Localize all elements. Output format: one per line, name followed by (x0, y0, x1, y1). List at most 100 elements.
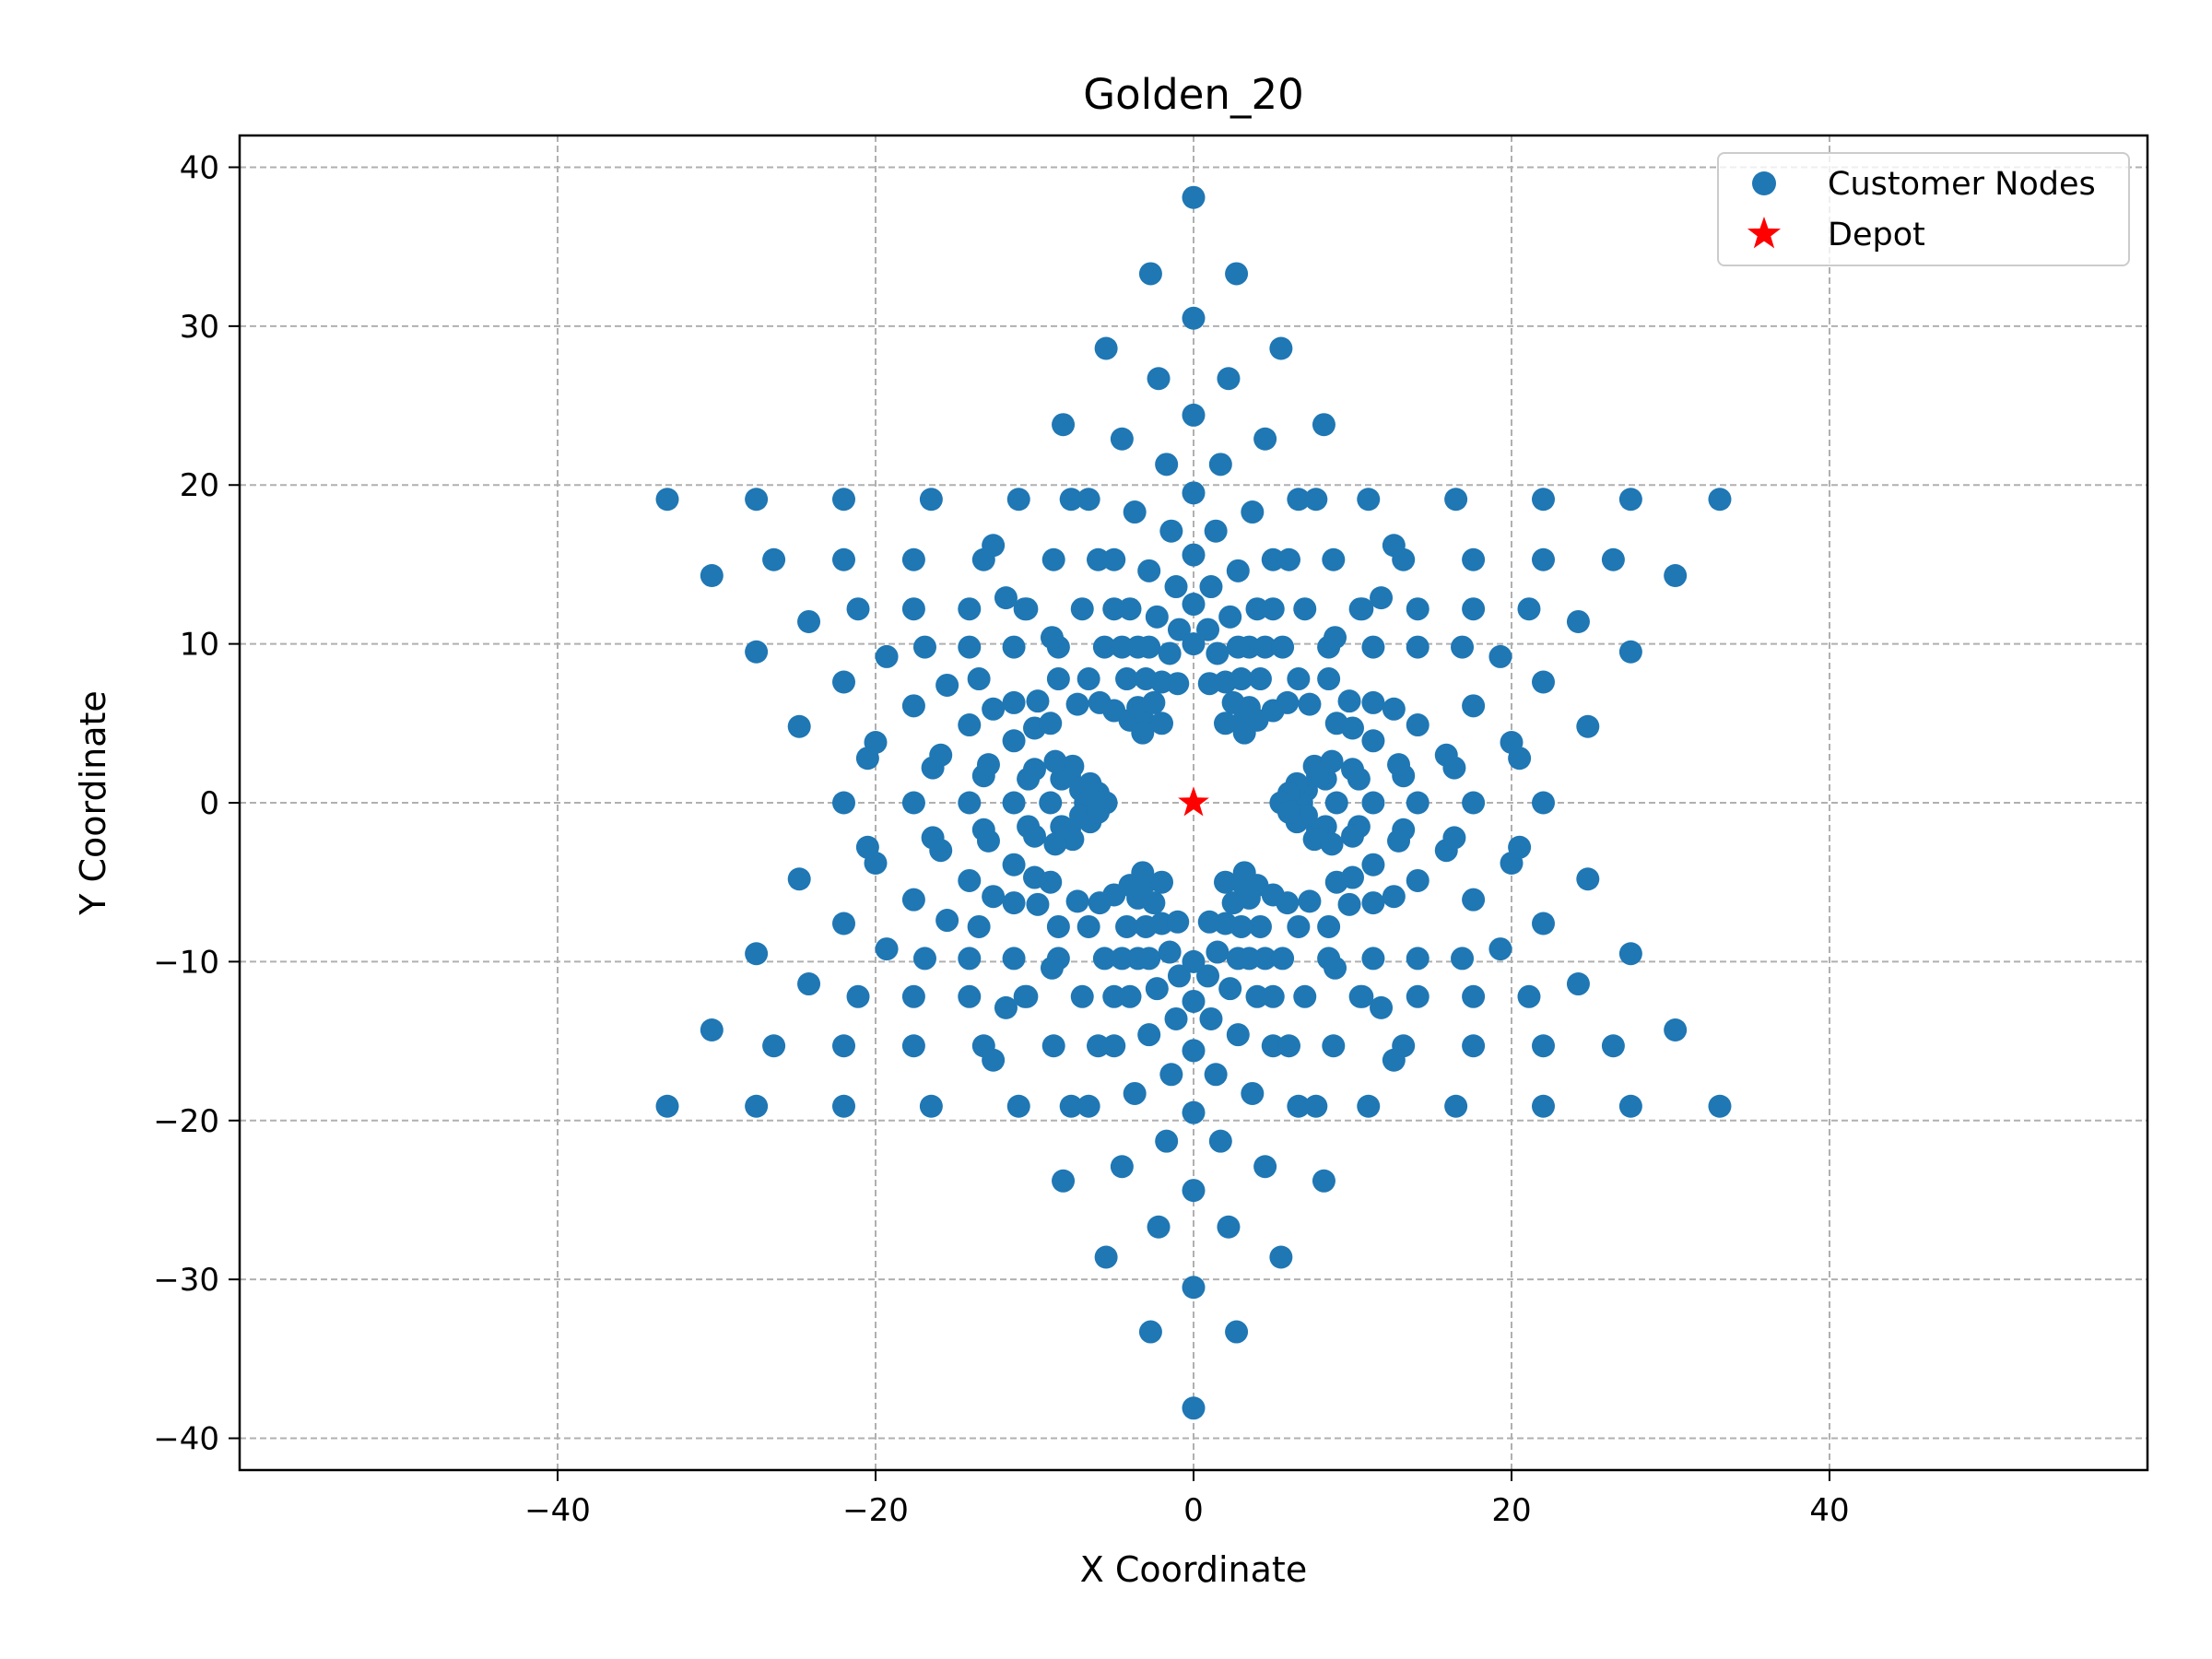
x-axis-ticks: −40 −20 0 20 40 (524, 1470, 1850, 1529)
customer-node-point (1023, 758, 1046, 782)
customer-node-point (832, 912, 855, 935)
customer-node-point (1182, 543, 1206, 567)
customer-node-point (1708, 1094, 1732, 1118)
customer-node-point (912, 635, 936, 659)
customer-node-point (901, 984, 925, 1008)
customer-node-point (1532, 547, 1555, 571)
customer-node-point (1382, 885, 1406, 909)
customer-node-point (912, 947, 936, 971)
customer-node-point (1406, 868, 1430, 892)
customer-node-point (1225, 262, 1249, 286)
customer-node-point (1182, 593, 1206, 617)
customer-node-point (1013, 597, 1037, 621)
customer-node-point (1115, 914, 1139, 938)
y-tick-label: −40 (153, 1421, 219, 1458)
customer-node-point (1131, 861, 1155, 885)
customer-node-point (1040, 956, 1064, 980)
customer-node-point (1002, 791, 1026, 815)
customer-node-point (1182, 1100, 1206, 1124)
customer-node-point (1271, 947, 1295, 971)
customer-node-point (1158, 940, 1182, 964)
customer-node-point (1350, 597, 1374, 621)
customer-node-point (700, 1018, 724, 1042)
customer-node-point (875, 644, 899, 668)
legend: Customer Nodes Depot (1717, 152, 2130, 266)
customer-node-point (1059, 488, 1083, 512)
customer-node-point (1618, 488, 1642, 512)
customer-node-point (1225, 1320, 1249, 1344)
customer-node-point (855, 747, 879, 771)
customer-node-point (1532, 791, 1555, 815)
y-tick-label: −20 (153, 1103, 219, 1140)
customer-node-point (762, 1034, 786, 1058)
customer-node-point (846, 984, 870, 1008)
customer-node-point (1023, 824, 1046, 848)
customer-node-point (1206, 641, 1230, 665)
depot-series (1173, 782, 1214, 820)
legend-customer-nodes-label: Customer Nodes (1828, 166, 2096, 203)
customer-node-point (655, 1094, 679, 1118)
customer-node-point (1277, 547, 1300, 571)
customer-node-point (1341, 716, 1364, 740)
customer-node-point (1370, 586, 1394, 610)
customer-node-point (1040, 626, 1064, 650)
customer-node-point (1102, 984, 1126, 1008)
customer-node-point (1406, 713, 1430, 737)
customer-node-point (1253, 947, 1277, 971)
customer-node-point (901, 694, 925, 718)
x-axis-label: X Coordinate (1080, 1549, 1307, 1590)
x-tick-label: −20 (842, 1492, 909, 1529)
customer-node-point (1361, 891, 1385, 915)
customer-node-point (1361, 729, 1385, 753)
customer-node-point (1046, 667, 1070, 691)
customer-node-point (1167, 618, 1191, 641)
customer-node-point (919, 488, 943, 512)
customer-node-point (762, 547, 786, 571)
customer-node-point (1206, 940, 1230, 964)
customer-node-point (1052, 413, 1076, 437)
customer-node-point (1341, 865, 1364, 889)
customer-node-point (1039, 712, 1063, 735)
customer-node-point (1287, 1094, 1311, 1118)
customer-node-point (1070, 984, 1094, 1008)
customer-node-point (1147, 1215, 1171, 1239)
customer-node-point (1601, 1034, 1625, 1058)
customer-node-point (1382, 534, 1406, 558)
customer-node-point (901, 547, 925, 571)
customer-node-point (1026, 689, 1050, 713)
customer-node-point (1317, 914, 1341, 938)
customer-node-point (1026, 892, 1050, 916)
customer-node-point (1110, 635, 1134, 659)
customer-node-point (1618, 1094, 1642, 1118)
customer-node-point (1406, 984, 1430, 1008)
customer-node-point (1137, 947, 1161, 971)
customer-node-point (745, 1094, 769, 1118)
customer-node-point (1488, 937, 1512, 961)
customer-node-point (1451, 635, 1475, 659)
customer-node-point (1061, 828, 1085, 852)
customer-node-point (1137, 635, 1161, 659)
customer-node-point (1248, 914, 1272, 938)
customer-node-point (1092, 635, 1116, 659)
customer-node-point (1298, 692, 1322, 716)
customer-node-point (1208, 1129, 1232, 1153)
customer-node-point (1041, 1034, 1065, 1058)
customer-node-point (958, 868, 982, 892)
customer-node-point (994, 995, 1018, 1019)
customer-node-point (1312, 413, 1335, 437)
customer-node-point (1317, 667, 1341, 691)
customer-node-point (1158, 641, 1182, 665)
customer-node-point (1532, 1094, 1555, 1118)
customer-node-point (787, 714, 811, 738)
customer-node-point (1253, 427, 1277, 451)
customer-node-point (1261, 547, 1285, 571)
customer-node-point (1462, 597, 1486, 621)
customer-node-point (1182, 306, 1206, 330)
customer-node-point (958, 984, 982, 1008)
customer-node-point (1214, 870, 1237, 894)
customer-node-point (1370, 995, 1394, 1019)
y-tick-label: 20 (180, 467, 219, 504)
customer-node-point (1566, 609, 1590, 633)
